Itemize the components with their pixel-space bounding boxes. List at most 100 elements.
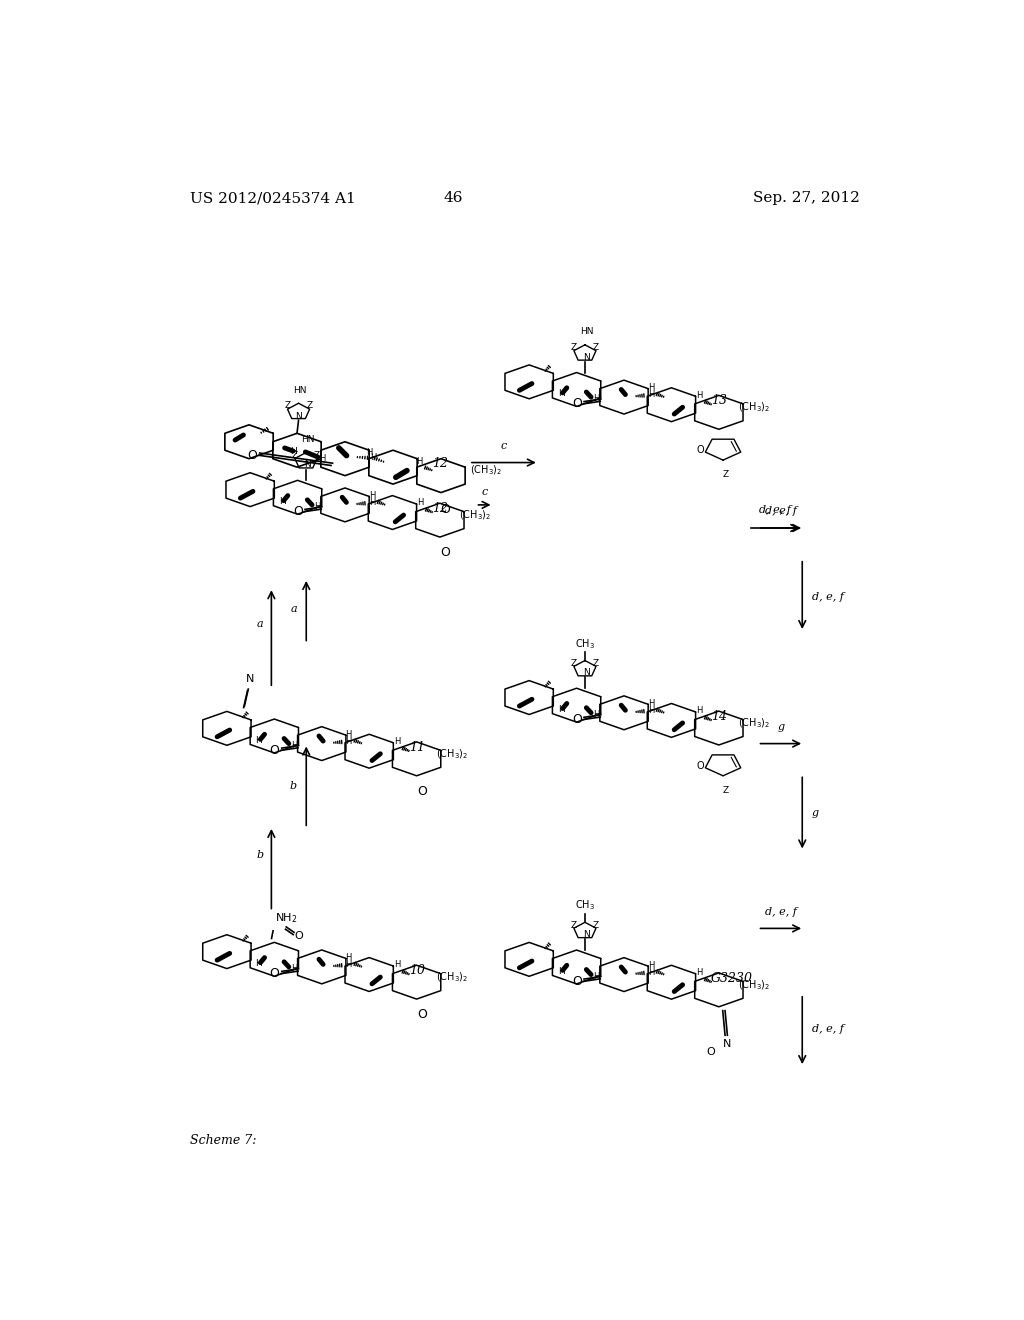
Text: H: H (648, 389, 654, 399)
Text: H: H (696, 968, 702, 977)
Text: (CH$_3$)$_2$: (CH$_3$)$_2$ (436, 747, 468, 760)
Text: a: a (291, 603, 297, 614)
Text: N: N (295, 412, 302, 421)
Text: O: O (696, 760, 705, 771)
Text: H: H (256, 960, 262, 968)
Text: CH$_3$: CH$_3$ (574, 636, 595, 651)
Text: 12: 12 (432, 502, 447, 515)
Text: d, e, f: d, e, f (812, 1023, 844, 1034)
Text: O: O (571, 713, 582, 726)
Text: H: H (394, 737, 400, 746)
Text: US 2012/0245374 A1: US 2012/0245374 A1 (190, 191, 355, 206)
Text: H: H (319, 454, 326, 463)
Text: O: O (707, 1047, 716, 1057)
Text: G3230: G3230 (711, 972, 753, 985)
Text: H: H (290, 447, 297, 457)
Text: H: H (593, 972, 600, 981)
Text: Z: Z (292, 451, 298, 461)
Text: H: H (696, 391, 702, 400)
Text: 12: 12 (432, 457, 449, 470)
Text: d, e, f: d, e, f (812, 593, 844, 602)
Text: O: O (571, 975, 582, 987)
Text: (CH$_3$)$_2$: (CH$_3$)$_2$ (738, 978, 770, 991)
Text: (CH$_3$)$_2$: (CH$_3$)$_2$ (738, 400, 770, 414)
Text: N: N (246, 675, 254, 685)
Text: Z: Z (722, 785, 728, 795)
Text: b: b (256, 850, 263, 861)
Text: c: c (481, 487, 487, 498)
Text: d, e, f: d, e, f (765, 907, 797, 917)
Text: Scheme 7:: Scheme 7: (190, 1134, 256, 1147)
Text: H: H (345, 960, 352, 969)
Text: CH$_3$: CH$_3$ (574, 899, 595, 912)
Text: 14: 14 (711, 710, 727, 723)
Text: N: N (583, 352, 590, 362)
Text: d, e, f: d, e, f (765, 507, 797, 516)
Text: Z: Z (593, 343, 599, 352)
Text: g: g (812, 808, 818, 818)
Text: b: b (290, 781, 297, 791)
Text: H: H (366, 447, 372, 457)
Text: H: H (558, 966, 564, 975)
Text: H: H (417, 457, 423, 466)
Text: H: H (648, 961, 654, 969)
Text: d, e, f: d, e, f (759, 506, 792, 515)
Text: c: c (501, 441, 507, 451)
Text: H: H (696, 706, 702, 715)
Text: H: H (558, 705, 564, 714)
Text: 13: 13 (711, 395, 727, 408)
Text: H: H (345, 737, 352, 746)
Text: Z: Z (571, 343, 578, 352)
Text: HN: HN (293, 385, 307, 395)
Text: g: g (777, 722, 784, 733)
Text: (CH$_3$)$_2$: (CH$_3$)$_2$ (470, 463, 503, 478)
Text: H: H (593, 395, 600, 404)
Text: O: O (295, 931, 303, 941)
Text: Z: Z (571, 659, 578, 668)
Text: HN: HN (301, 436, 314, 444)
Text: Z: Z (306, 401, 312, 411)
Text: (CH$_3$)$_2$: (CH$_3$)$_2$ (436, 970, 468, 983)
Text: Z: Z (285, 401, 291, 411)
Text: H: H (256, 735, 262, 744)
Text: H: H (369, 491, 375, 500)
Text: (CH$_3$)$_2$: (CH$_3$)$_2$ (738, 717, 770, 730)
Text: a: a (257, 619, 263, 630)
Text: O: O (293, 506, 303, 519)
Text: O: O (440, 546, 451, 560)
Text: Z: Z (593, 921, 599, 929)
Text: N: N (583, 668, 590, 677)
Text: O: O (417, 785, 427, 799)
Text: H: H (593, 710, 600, 719)
Text: 46: 46 (443, 191, 463, 206)
Text: Sep. 27, 2012: Sep. 27, 2012 (753, 191, 859, 206)
Text: N: N (722, 1039, 731, 1049)
Text: H: H (648, 706, 654, 714)
Text: H: H (369, 498, 375, 507)
Text: O: O (269, 968, 280, 981)
Text: H: H (370, 453, 377, 462)
Text: H: H (648, 383, 654, 392)
Text: H: H (558, 389, 564, 399)
Text: H: H (291, 741, 297, 750)
Text: H: H (648, 698, 654, 708)
Text: H: H (291, 964, 297, 973)
Text: (CH$_3$)$_2$: (CH$_3$)$_2$ (460, 508, 492, 521)
Text: NH$_2$: NH$_2$ (274, 911, 297, 924)
Text: H: H (648, 968, 654, 977)
Text: Z: Z (571, 921, 578, 929)
Text: N: N (583, 931, 590, 939)
Text: O: O (417, 1008, 427, 1022)
Text: Z: Z (722, 470, 728, 479)
Text: H: H (394, 961, 400, 969)
Text: O: O (696, 445, 705, 455)
Text: H: H (345, 730, 352, 738)
Text: Z: Z (313, 451, 319, 461)
Text: 10: 10 (409, 964, 425, 977)
Text: 11: 11 (409, 741, 425, 754)
Text: O: O (571, 397, 582, 411)
Text: H: H (418, 499, 424, 507)
Text: H: H (279, 498, 286, 506)
Text: Z: Z (593, 659, 599, 668)
Text: H: H (345, 953, 352, 962)
